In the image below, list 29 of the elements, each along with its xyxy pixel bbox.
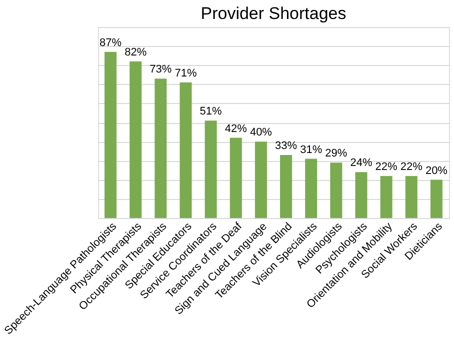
data-label: 22% — [400, 160, 423, 173]
bar — [405, 176, 418, 218]
bar — [254, 142, 267, 218]
bar — [130, 61, 142, 218]
bar — [305, 158, 318, 218]
data-label: 31% — [300, 144, 322, 156]
data-label: 29% — [325, 148, 348, 160]
data-label: 71% — [174, 67, 197, 80]
bar — [430, 180, 442, 218]
data-label: 40% — [250, 126, 272, 139]
data-label: 82% — [124, 46, 147, 58]
bar — [154, 78, 167, 218]
chart-title: Provider Shortages — [200, 4, 346, 23]
data-label: 24% — [350, 157, 372, 170]
bar — [230, 138, 242, 218]
bar — [104, 52, 117, 218]
bar — [330, 162, 342, 218]
bar — [280, 154, 292, 218]
data-label: 33% — [275, 140, 298, 152]
bar — [204, 120, 217, 218]
data-label: 42% — [224, 122, 248, 135]
bar — [180, 82, 192, 218]
data-label: 87% — [100, 36, 122, 49]
data-label: 73% — [150, 64, 172, 76]
data-label: 51% — [200, 106, 222, 118]
bar — [355, 172, 368, 218]
bar — [380, 176, 392, 218]
data-label: 22% — [375, 160, 398, 173]
data-label: 20% — [425, 164, 448, 177]
